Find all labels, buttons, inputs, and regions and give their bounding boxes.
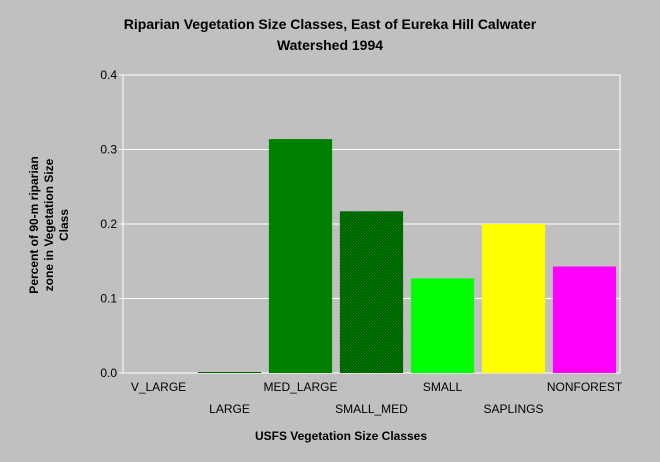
y-axis-label-line-1: Percent of 90-m riparian <box>27 156 41 293</box>
y-tick-label: 0.4 <box>100 68 117 82</box>
x-axis-label: USFS Vegetation Size Classes <box>255 429 427 443</box>
x-tick-labels: V_LARGE LARGE MED_LARGE SMALL_MED SMALL SAPLI… <box>131 380 623 416</box>
y-axis-label: Percent of 90-m riparian zone in Vegetat… <box>27 156 71 293</box>
x-tick-label: MED_LARGE <box>263 380 337 394</box>
bar-med-large <box>268 139 333 373</box>
y-tick-labels: 0.0 0.1 0.2 0.3 0.4 <box>100 68 117 380</box>
y-tick-label: 0.1 <box>100 292 117 306</box>
y-axis-label-line-3: Class <box>57 209 71 241</box>
x-tick-label: V_LARGE <box>131 380 186 394</box>
y-tick-label: 0.2 <box>100 217 117 231</box>
y-tick-label: 0.0 <box>100 366 117 380</box>
x-tick-label: LARGE <box>209 402 250 416</box>
chart-title-line-1: Riparian Vegetation Size Classes, East o… <box>124 16 537 32</box>
x-tick-label: SMALL <box>423 380 463 394</box>
x-tick-label: NONFOREST <box>547 380 623 394</box>
bar-small <box>410 278 475 373</box>
bar-saplings <box>481 224 546 373</box>
x-tick-label: SMALL_MED <box>335 402 408 416</box>
y-tick-label: 0.3 <box>100 143 117 157</box>
y-axis-label-line-2: zone in Vegetation Size <box>42 158 56 291</box>
bar-nonforest <box>552 266 617 373</box>
bar-large <box>197 372 262 373</box>
chart-title-line-2: Watershed 1994 <box>277 37 383 53</box>
x-tick-label: SAPLINGS <box>483 402 543 416</box>
bars <box>197 139 617 373</box>
bar-small-med <box>339 211 404 373</box>
